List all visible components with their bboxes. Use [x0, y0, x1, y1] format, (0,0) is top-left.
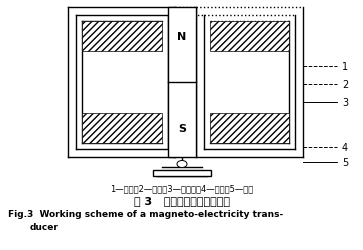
Text: 1—磁钢；2—线圈；3—磁力线；4—叶片；5—涡轮: 1—磁钢；2—线圈；3—磁力线；4—叶片；5—涡轮	[110, 184, 254, 193]
Text: ducer: ducer	[30, 222, 59, 232]
Bar	[210, 114, 289, 144]
Bar	[82, 114, 162, 144]
Text: S: S	[178, 124, 186, 134]
Text: 2: 2	[342, 80, 348, 90]
Text: 图 3   磁电转换器工作示意图: 图 3 磁电转换器工作示意图	[134, 195, 230, 205]
Text: 1: 1	[342, 62, 348, 72]
Bar	[82, 22, 162, 52]
Ellipse shape	[177, 161, 187, 168]
Text: N: N	[178, 32, 187, 42]
Bar	[210, 22, 289, 52]
Bar	[168, 8, 196, 157]
Text: 5: 5	[342, 157, 348, 167]
Text: 4: 4	[342, 142, 348, 152]
Text: 3: 3	[342, 98, 348, 108]
Text: Fig.3  Working scheme of a magneto-electricity trans-: Fig.3 Working scheme of a magneto-electr…	[8, 210, 283, 219]
Bar	[153, 170, 211, 176]
